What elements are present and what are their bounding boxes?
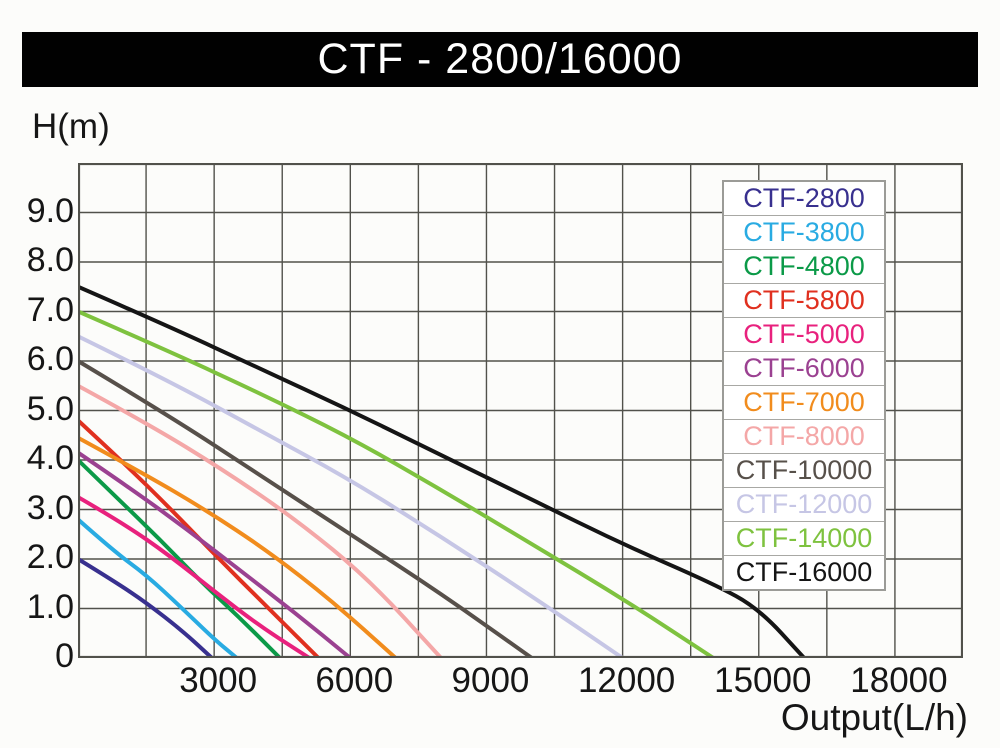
- legend-item-label: CTF-12000: [735, 489, 873, 519]
- curve-ctf-7000: [78, 435, 398, 658]
- legend-item: CTF-12000: [724, 488, 884, 522]
- legend-item: CTF-10000: [724, 454, 884, 488]
- y-tick-label: 6.0: [26, 339, 74, 378]
- legend-item-label: CTF-2800: [743, 183, 865, 213]
- x-tick-label: 6000: [315, 661, 394, 700]
- curve-ctf-3800: [78, 517, 239, 658]
- plot-border: [78, 163, 963, 658]
- legend-item-label: CTF-16000: [735, 557, 873, 587]
- curve-ctf-6000: [78, 450, 353, 658]
- legend-item: CTF-8000: [724, 420, 884, 454]
- legend-item: CTF-5000: [724, 318, 884, 352]
- curve-ctf-12000: [78, 334, 625, 658]
- legend-item: CTF-16000: [724, 556, 884, 589]
- curve-ctf-4800: [78, 458, 282, 658]
- legend-item: CTF-3800: [724, 216, 884, 250]
- y-tick-label: 3.0: [26, 488, 74, 527]
- legend-item-label: CTF-7000: [743, 387, 865, 417]
- curve-ctf-8000: [78, 383, 444, 658]
- legend-item-label: CTF-3800: [743, 217, 865, 247]
- curve-ctf-5000: [78, 495, 312, 658]
- x-tick-label: 12000: [577, 661, 676, 700]
- legend-item: CTF-2800: [724, 182, 884, 216]
- legend-item: CTF-4800: [724, 250, 884, 284]
- legend-item-label: CTF-6000: [743, 353, 865, 383]
- legend-item-label: CTF-5800: [743, 285, 865, 315]
- curves-layer: [78, 284, 807, 658]
- legend-item: CTF-7000: [724, 386, 884, 420]
- y-tick-label: 5.0: [26, 389, 74, 428]
- legend-item-label: CTF-4800: [743, 251, 865, 281]
- legend-item-label: CTF-8000: [743, 421, 865, 451]
- legend-item-label: CTF-5000: [743, 319, 865, 349]
- title-bar: CTF - 2800/16000: [22, 32, 978, 87]
- x-tick-label: 9000: [451, 661, 530, 700]
- y-axis-label: H(m): [32, 107, 110, 146]
- curve-ctf-16000: [78, 284, 807, 658]
- y-tick-label: 1.0: [26, 587, 74, 626]
- curve-ctf-14000: [78, 309, 716, 658]
- y-tick-label: 0: [55, 636, 74, 675]
- legend: CTF-2800 CTF-3800 CTF-4800 CTF-5800 CTF-5000…: [722, 180, 886, 591]
- x-tick-label: 18000: [850, 661, 948, 700]
- y-tick-label: 8.0: [26, 240, 74, 279]
- legend-item: CTF-14000: [724, 522, 884, 556]
- legend-item-label: CTF-10000: [735, 455, 873, 485]
- chart-title: CTF - 2800/16000: [317, 35, 683, 83]
- legend-item: CTF-6000: [724, 352, 884, 386]
- y-tick-label: 2.0: [26, 537, 74, 576]
- y-tick-label: 9.0: [26, 191, 74, 230]
- legend-item-label: CTF-14000: [735, 523, 873, 553]
- curve-ctf-2800: [78, 557, 214, 658]
- x-tick-label: 15000: [714, 661, 812, 700]
- y-tick-label: 7.0: [26, 290, 74, 329]
- x-tick-label: 3000: [179, 661, 258, 700]
- legend-item: CTF-5800: [724, 284, 884, 318]
- curve-ctf-10000: [78, 359, 534, 658]
- y-tick-label: 4.0: [26, 438, 74, 477]
- x-axis-label: Output(L/h): [780, 697, 968, 738]
